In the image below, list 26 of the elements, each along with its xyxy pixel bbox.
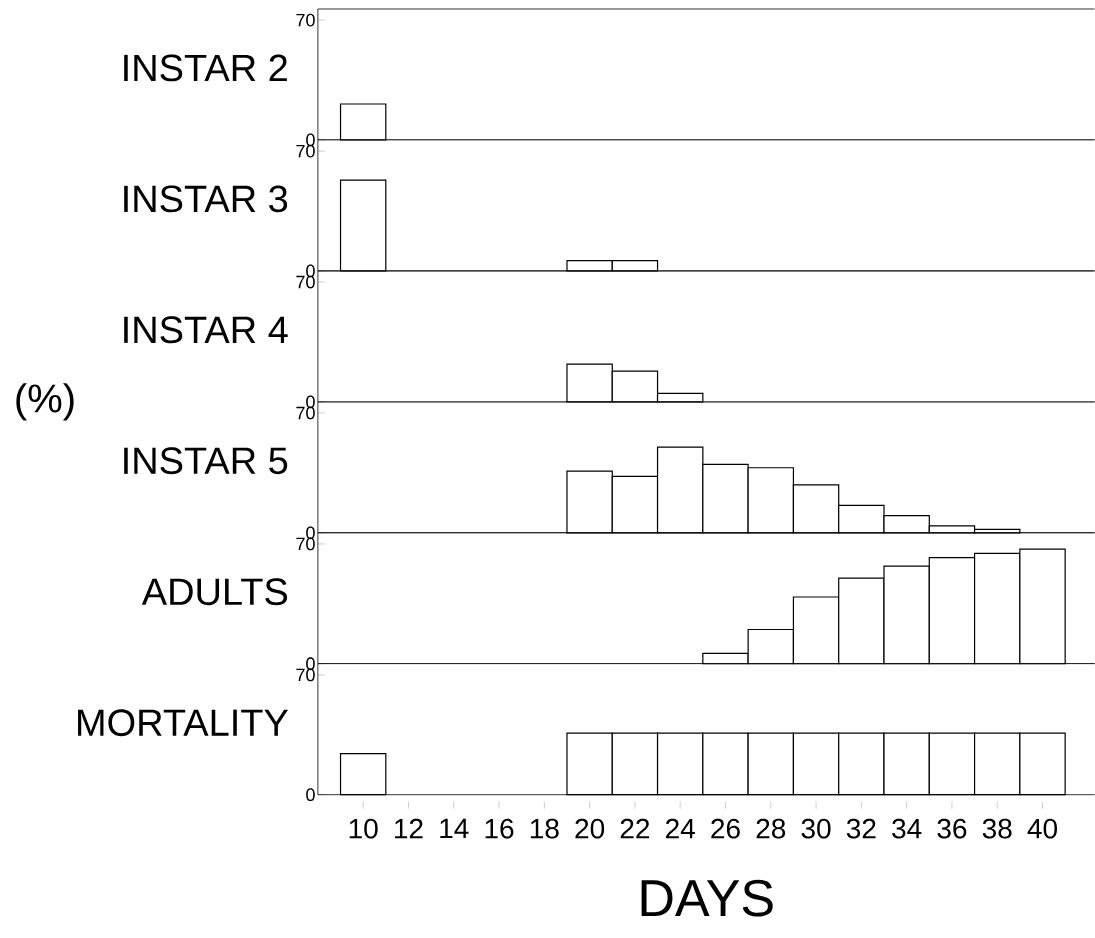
x-tick-label: 20 bbox=[575, 818, 605, 839]
x-tick-label: 40 bbox=[1027, 818, 1057, 839]
x-tick-label: 24 bbox=[666, 818, 695, 839]
y-axis-title: INSTAR 2 bbox=[124, 54, 287, 82]
y-axis-title: INSTAR 5 bbox=[124, 447, 288, 475]
y-axis-title: ADULTS bbox=[141, 578, 288, 606]
y-axis-title: INSTAR 4 bbox=[124, 316, 288, 344]
x-tick-label: 30 bbox=[801, 818, 831, 839]
x-tick-label: 34 bbox=[892, 818, 922, 839]
x-tick-label: 26 bbox=[711, 818, 740, 839]
y-tick-label: 70 bbox=[296, 13, 315, 27]
x-tick-label: 38 bbox=[982, 818, 1012, 839]
text: (%) bbox=[16, 383, 74, 421]
x-tick-label: 32 bbox=[846, 818, 876, 839]
x-tick-label: 14 bbox=[440, 818, 469, 839]
x-tick-label: 28 bbox=[756, 818, 786, 839]
x-tick-label: 12 bbox=[395, 818, 423, 839]
x-tick-label: 16 bbox=[485, 818, 514, 839]
x-tick-label: 10 bbox=[349, 818, 378, 839]
x-tick-label: 18 bbox=[530, 818, 559, 839]
x-axis-title: DAYS bbox=[641, 879, 773, 917]
y-axis-title: INSTAR 3 bbox=[124, 185, 288, 213]
x-tick-label: 22 bbox=[620, 818, 650, 839]
x-tick-label: 36 bbox=[937, 818, 967, 839]
y-axis-title: MORTALITY bbox=[78, 709, 288, 737]
y-tick-label: 0 bbox=[306, 788, 315, 802]
